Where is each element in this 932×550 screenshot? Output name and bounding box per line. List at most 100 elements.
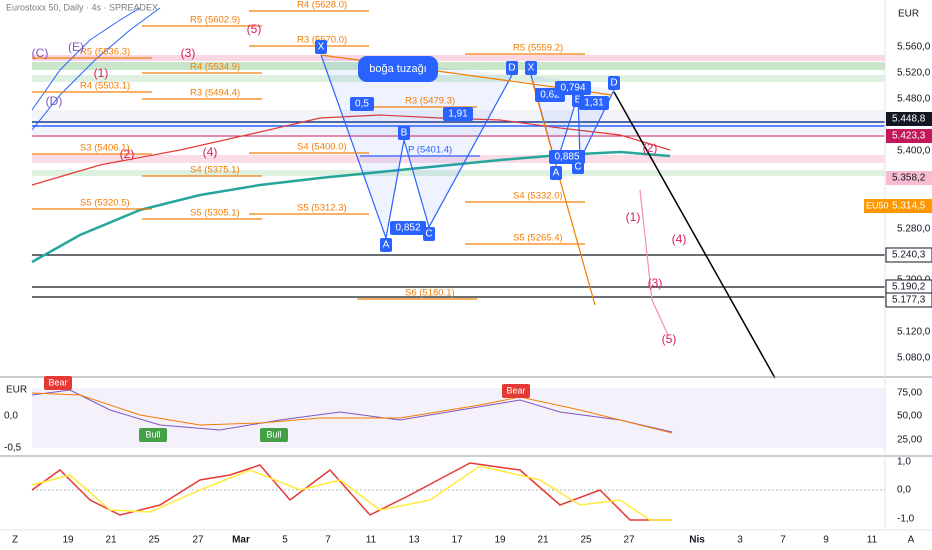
pattern-box xyxy=(572,160,584,174)
time-axis-label: Nis xyxy=(689,535,705,546)
pattern-box xyxy=(443,107,473,121)
pivot-label: S5 (5320.5) xyxy=(80,198,130,209)
pattern-label: X xyxy=(318,42,325,53)
time-axis-label: 7 xyxy=(780,535,786,546)
channel-line xyxy=(31,7,161,131)
time-axis-label: 25 xyxy=(580,535,592,546)
band xyxy=(32,155,885,163)
time-axis-label: 11 xyxy=(867,535,878,546)
pattern-label: A xyxy=(553,168,560,179)
price-axis-label: 5.120,0 xyxy=(897,327,931,338)
rsi-left-label: 0,0 xyxy=(4,411,18,422)
pattern-box xyxy=(398,126,410,140)
macd-signal xyxy=(31,465,672,521)
price-tag xyxy=(886,171,932,185)
pattern-label: 0,5 xyxy=(355,99,369,110)
pivot-label: R4 (5628.0) xyxy=(297,0,347,11)
wave-label: (C) xyxy=(32,46,49,60)
pattern-box xyxy=(350,97,374,111)
wave-label: (3) xyxy=(181,46,196,60)
time-axis-label: 3 xyxy=(737,535,743,546)
pivot-label: R5 (5559.2) xyxy=(513,43,563,54)
time-axis-label: 11 xyxy=(366,535,377,546)
time-axis-label: 13 xyxy=(408,535,420,546)
wave-label: (2) xyxy=(120,147,135,161)
currency: EUR xyxy=(898,9,919,20)
price-tag-label: 5.448,8 xyxy=(892,114,926,125)
pivot-label: R3 (5479.3) xyxy=(405,96,455,107)
pattern-label: X xyxy=(528,63,535,74)
pattern-label: 1,31 xyxy=(584,98,604,109)
pattern-label: D xyxy=(508,63,515,74)
rsi-axis-label: 75,00 xyxy=(897,388,922,399)
price-axis-label: 5.520,0 xyxy=(897,68,931,79)
pattern-box xyxy=(423,227,435,241)
rsi-band xyxy=(32,388,885,448)
rsi-axis-label: 25,00 xyxy=(897,435,922,446)
price-tag-label: 5.177,3 xyxy=(892,295,926,306)
pattern-box xyxy=(555,81,591,95)
wave-label: (1) xyxy=(626,210,641,224)
pivot-label: R5 (5602.9) xyxy=(190,15,240,26)
time-axis-label: 21 xyxy=(537,535,549,546)
channel-line xyxy=(31,7,141,111)
price-tag-label: 5.240,3 xyxy=(892,250,926,261)
wave-label: (5) xyxy=(662,332,677,346)
price-tag-label: 5.358,2 xyxy=(892,173,926,184)
time-axis-label: 21 xyxy=(105,535,117,546)
price-axis-label: 5.080,0 xyxy=(897,353,931,364)
pattern-box xyxy=(380,238,392,252)
wave-label: (4) xyxy=(203,145,218,159)
pattern-box xyxy=(608,76,620,90)
signal-label: Bear xyxy=(48,377,67,387)
wave-label: (E) xyxy=(68,40,84,54)
price-tag xyxy=(885,247,932,263)
pattern-label: 0,794 xyxy=(560,83,585,94)
pivot-label: S5 (5265.4) xyxy=(513,233,563,244)
price-tag-label: 5.314,5 xyxy=(892,201,926,212)
pattern-box xyxy=(579,96,609,110)
band xyxy=(32,62,885,70)
pattern-label: D xyxy=(610,78,617,89)
time-axis-label: 27 xyxy=(192,535,204,546)
moving-average xyxy=(31,114,671,186)
pattern-label: C xyxy=(574,162,581,173)
pattern-label: 0,852 xyxy=(395,223,420,234)
pivot-label: S4 (5375.1) xyxy=(190,165,240,176)
pattern-label: C xyxy=(425,229,432,240)
time-axis-label: 27 xyxy=(623,535,635,546)
projection-arrow xyxy=(531,79,596,306)
corner-label: Z xyxy=(12,535,18,546)
pivot-label: P (5401.4) xyxy=(408,145,452,156)
pivot-label: S6 (5180.1) xyxy=(405,288,455,299)
trend-line xyxy=(613,91,776,379)
signal-box xyxy=(260,428,288,442)
price-tag-label: 5.190,2 xyxy=(892,282,926,293)
wave-label: (4) xyxy=(672,232,687,246)
price-tag xyxy=(885,292,932,308)
pattern-label: 0,62 xyxy=(540,90,560,101)
price-tag xyxy=(886,129,932,143)
macd-axis-label: -1,0 xyxy=(897,514,915,525)
price-axis-label: 5.480,0 xyxy=(897,94,931,105)
annotation-box xyxy=(358,56,438,82)
pivot-label: S5 (5305.1) xyxy=(190,208,240,219)
macd-line xyxy=(31,462,672,521)
rsi-signal xyxy=(31,392,673,434)
signal-box xyxy=(44,376,72,390)
pivot-label: S5 (5312.3) xyxy=(297,203,347,214)
corner-label: A xyxy=(908,535,915,546)
pivot-label: R4 (5534.9) xyxy=(190,62,240,73)
band xyxy=(32,55,885,61)
wave-label: (3) xyxy=(648,276,663,290)
wave-label: (D) xyxy=(46,94,63,108)
pattern-box xyxy=(506,61,518,75)
pattern-box xyxy=(390,221,426,235)
signal-label: Bear xyxy=(506,385,525,395)
symbol-tag xyxy=(864,199,886,213)
rsi-left-label: -0,5 xyxy=(4,443,22,454)
time-axis-label: 25 xyxy=(148,535,160,546)
pivot-label: S3 (5406.1) xyxy=(80,143,130,154)
rsi-axis-label: 50,00 xyxy=(897,411,922,422)
